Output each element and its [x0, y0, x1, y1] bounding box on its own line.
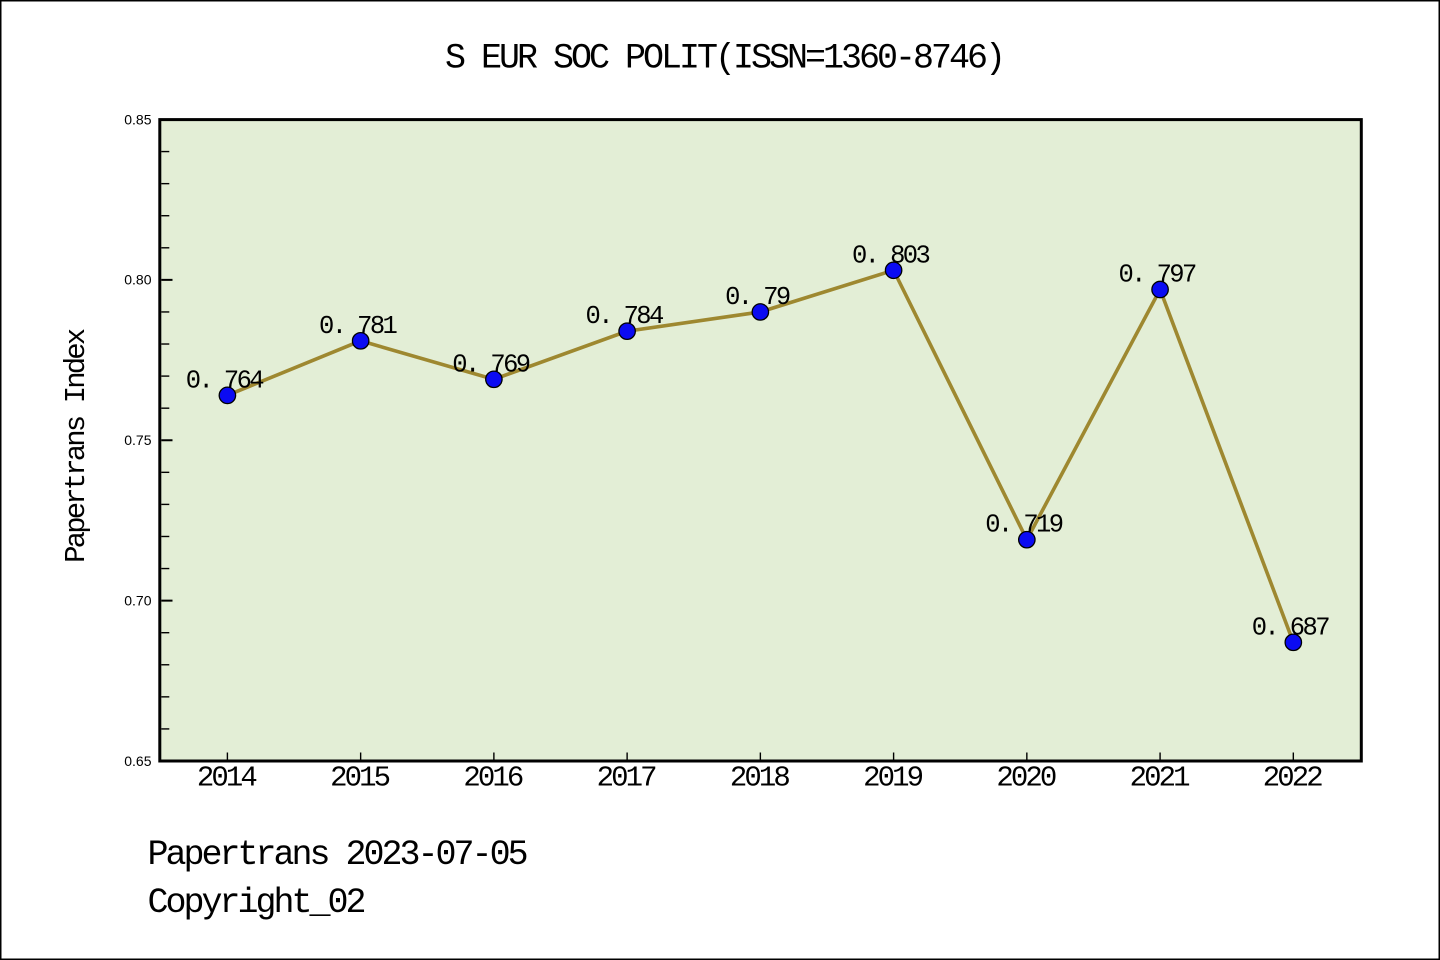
svg-text:0. 803: 0. 803 [852, 241, 930, 270]
svg-text:0. 781: 0. 781 [319, 312, 398, 341]
svg-text:0. 797: 0. 797 [1118, 261, 1196, 290]
svg-text:2016: 2016 [463, 762, 523, 795]
svg-text:0. 764: 0. 764 [186, 366, 264, 395]
svg-text:0. 719: 0. 719 [985, 511, 1063, 540]
svg-text:2018: 2018 [730, 762, 790, 795]
svg-text:Papertrans Index: Papertrans Index [60, 328, 93, 563]
svg-text:0. 769: 0. 769 [452, 350, 530, 379]
svg-text:2015: 2015 [330, 762, 390, 795]
svg-text:2020: 2020 [996, 762, 1056, 795]
svg-text:S EUR SOC POLIT(ISSN=1360-8746: S EUR SOC POLIT(ISSN=1360-8746) [445, 38, 1003, 78]
svg-text:0.80: 0.80 [124, 272, 151, 288]
svg-text:Copyright_02: Copyright_02 [148, 883, 365, 923]
svg-text:0.75: 0.75 [124, 432, 151, 448]
svg-text:2021: 2021 [1130, 762, 1190, 795]
svg-text:0.70: 0.70 [124, 592, 151, 608]
svg-text:0.85: 0.85 [124, 111, 151, 127]
svg-text:0. 687: 0. 687 [1252, 613, 1330, 642]
svg-text:2019: 2019 [863, 762, 923, 795]
svg-text:Papertrans 2023-07-05: Papertrans 2023-07-05 [148, 835, 527, 875]
svg-text:2014: 2014 [197, 762, 257, 795]
svg-text:0. 79: 0. 79 [725, 283, 790, 312]
svg-text:0. 784: 0. 784 [586, 302, 664, 331]
svg-text:2022: 2022 [1263, 762, 1323, 795]
svg-text:0.65: 0.65 [124, 753, 151, 769]
svg-text:2017: 2017 [597, 762, 657, 795]
